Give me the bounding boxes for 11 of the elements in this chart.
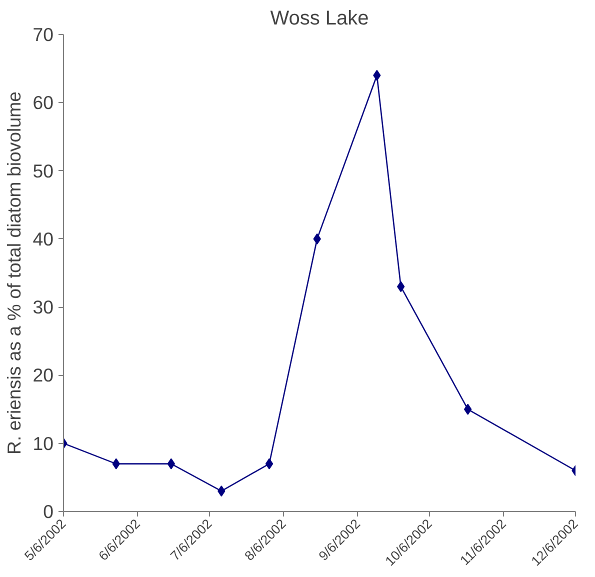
y-tick-label: 20 (32, 364, 54, 386)
y-tick-label: 50 (32, 160, 54, 182)
y-tick-label: 0 (43, 501, 54, 522)
y-tick-label: 30 (32, 296, 54, 318)
y-tick-label: 10 (32, 432, 54, 454)
y-tick-label: 70 (32, 24, 54, 45)
point (265, 458, 274, 470)
chart-title: Woss Lake (270, 8, 369, 30)
y-axis-title: R. eriensis as a % of total diatom biovolume (4, 92, 25, 454)
y-tick-label: 60 (32, 92, 54, 114)
y-tick-label: 40 (32, 228, 54, 250)
